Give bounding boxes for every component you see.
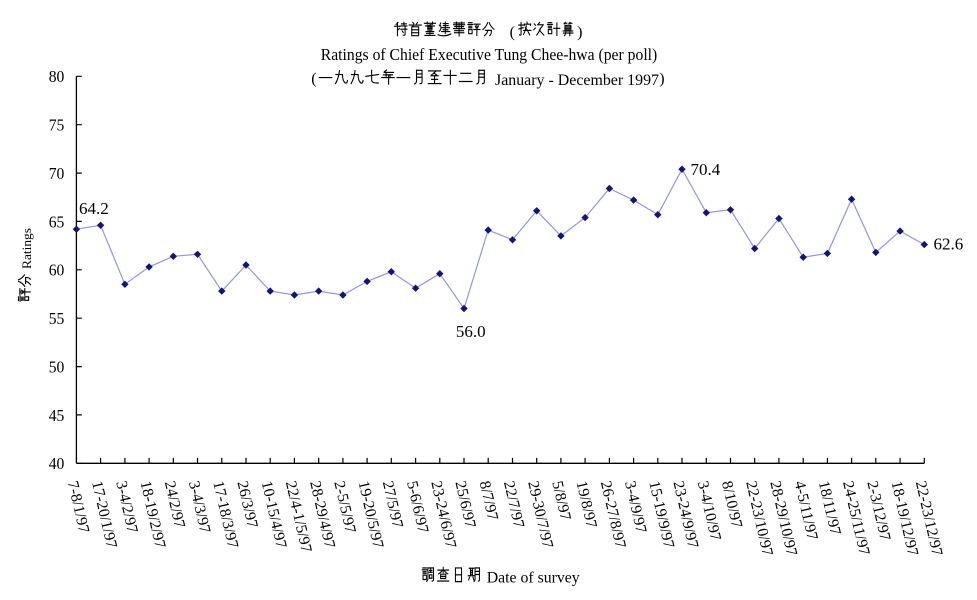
svg-text:55: 55 <box>49 309 65 328</box>
svg-text:65: 65 <box>49 212 65 231</box>
svg-text:40: 40 <box>49 454 65 473</box>
svg-text:): ) <box>659 70 664 87</box>
svg-text:January - December 1997: January - December 1997 <box>495 72 659 89</box>
svg-text:62.6: 62.6 <box>934 235 964 254</box>
svg-text:64.2: 64.2 <box>79 199 109 218</box>
svg-text:Ratings of Chief Executive Tun: Ratings of Chief Executive Tung Chee-hwa… <box>321 45 658 64</box>
svg-text:56.0: 56.0 <box>456 322 486 341</box>
svg-text:50: 50 <box>49 357 65 376</box>
svg-text:80: 80 <box>49 67 65 86</box>
svg-text:75: 75 <box>49 116 65 135</box>
svg-text:(: ( <box>510 24 515 41</box>
svg-text:): ) <box>577 24 582 41</box>
svg-text:(: ( <box>311 70 316 87</box>
svg-text:45: 45 <box>49 406 65 425</box>
svg-text:Ratings: Ratings <box>19 228 34 269</box>
svg-text:Date of survey: Date of survey <box>487 570 580 587</box>
svg-text:60: 60 <box>49 261 65 280</box>
svg-text:70: 70 <box>49 164 65 183</box>
svg-text:70.4: 70.4 <box>691 160 721 179</box>
